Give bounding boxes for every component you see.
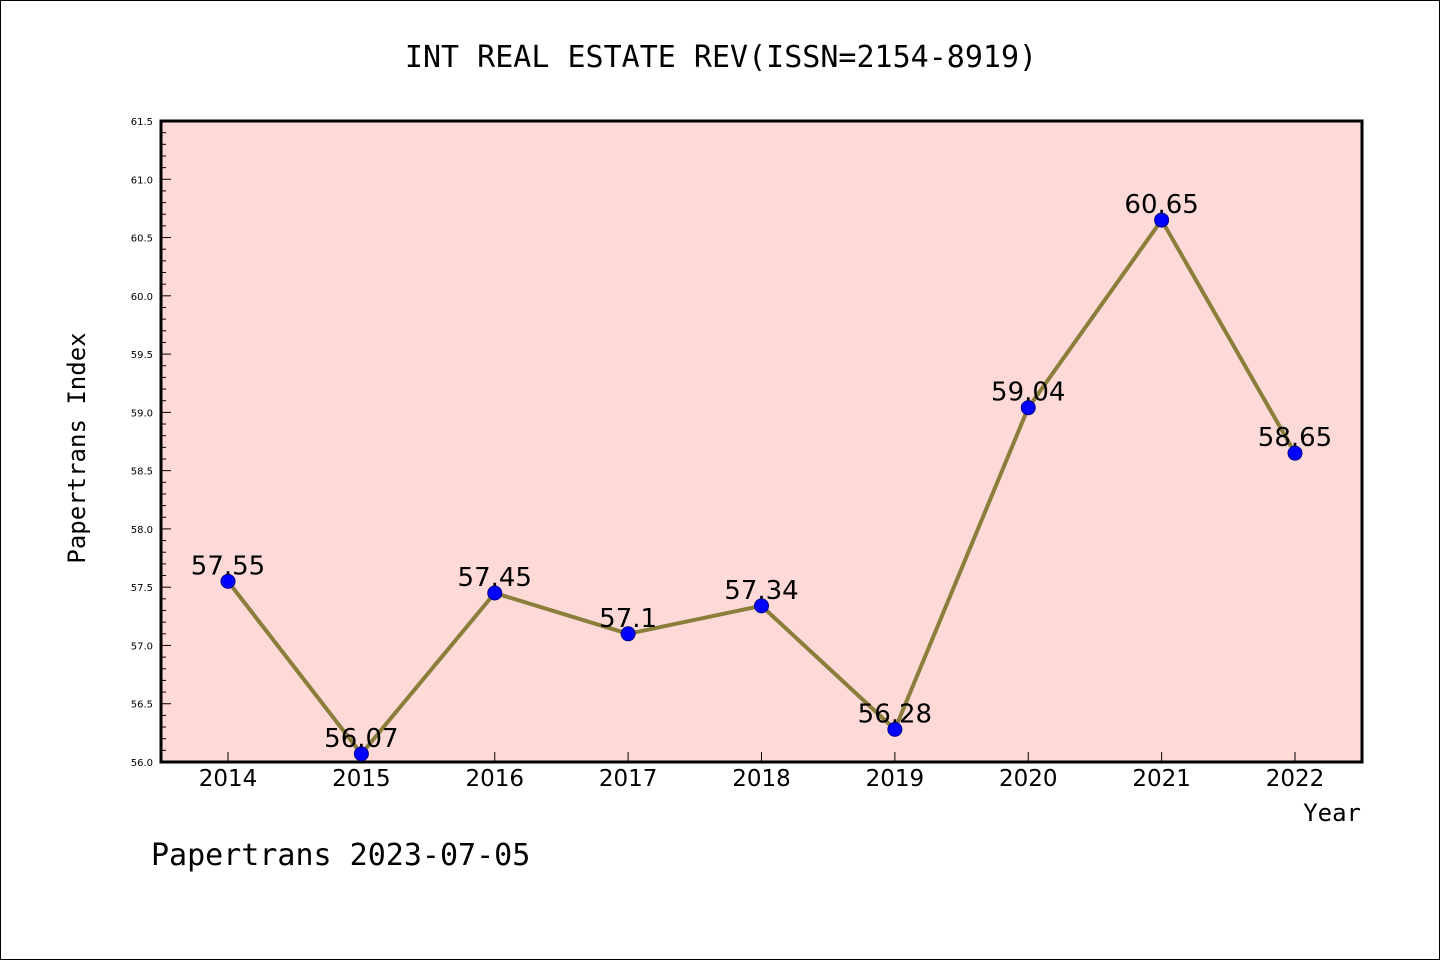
data-label: 56.28 [858, 699, 932, 729]
data-point [887, 721, 903, 737]
x-tick-label: 2021 [1132, 766, 1191, 792]
y-tick-label: 56.5 [131, 700, 153, 711]
y-tick-label: 59.0 [131, 408, 153, 419]
x-axis-label: Year [1303, 799, 1361, 827]
data-point [1154, 212, 1170, 228]
y-tick-label: 60.5 [131, 234, 153, 245]
y-tick-label: 57.0 [131, 641, 153, 652]
series-layer: 57.55 56.07 57.45 57.1 57.34 56.28 59.04 60.65 5… [191, 190, 1332, 762]
data-label: 57.34 [724, 576, 798, 606]
x-tick-label: 2018 [732, 766, 791, 792]
x-tick-label: 2017 [599, 766, 658, 792]
data-label: 59.04 [991, 378, 1065, 408]
plot-area [159, 119, 1364, 764]
data-label: 57.55 [191, 551, 265, 581]
data-point [1287, 445, 1303, 461]
footer-text: Papertrans 2023-07-05 [151, 838, 530, 873]
data-point [754, 598, 769, 614]
y-tick-label: 58.0 [131, 525, 153, 536]
y-tick-label: 61.5 [131, 117, 153, 128]
data-point [620, 626, 636, 642]
data-point [1020, 400, 1036, 416]
y-tick-label: 58.5 [131, 467, 153, 478]
y-tick-label: 59.5 [131, 350, 153, 361]
y-tick-label: 61.0 [131, 175, 153, 186]
y-tick-label: 57.5 [131, 583, 153, 594]
x-tick-label: 2019 [866, 766, 925, 792]
data-label: 57.1 [599, 604, 657, 634]
data-label: 56.07 [324, 724, 398, 754]
y-axis-ticks: 56.0 56.5 57.0 57.5 58.0 58.5 59.0 59.5 60.0 60.5… [131, 117, 171, 769]
x-tick-label: 2016 [465, 766, 524, 792]
data-point [220, 573, 236, 589]
y-tick-label: 56.0 [131, 758, 153, 769]
x-tick-label: 2020 [999, 766, 1058, 792]
data-point [353, 746, 369, 762]
x-tick-label: 2015 [332, 766, 391, 792]
y-axis-label: Papertrans Index [63, 332, 91, 563]
y-tick-label: 60.0 [131, 292, 153, 303]
x-tick-label: 2014 [199, 766, 258, 792]
data-label: 58.65 [1258, 423, 1332, 453]
chart-title: INT REAL ESTATE REV(ISSN=2154-8919) [405, 40, 1037, 75]
data-point [487, 585, 503, 601]
data-label: 57.45 [458, 563, 532, 593]
data-label: 60.65 [1124, 190, 1198, 220]
x-axis-ticks: 2014 2015 2016 2017 2018 2019 2020 2021 2022 [199, 752, 1325, 792]
x-tick-label: 2022 [1266, 766, 1325, 792]
